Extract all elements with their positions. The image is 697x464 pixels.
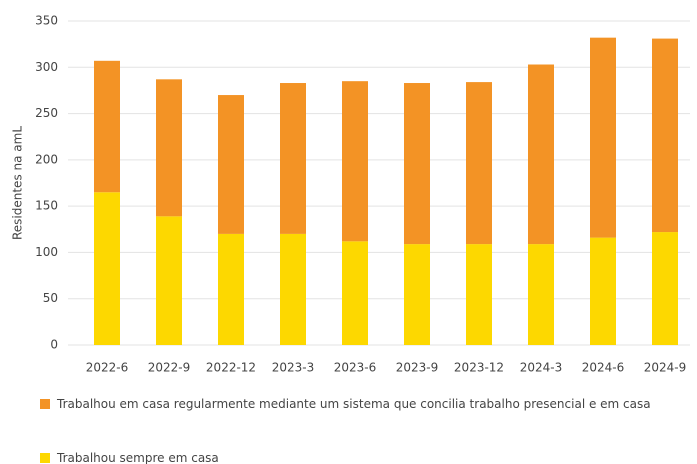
x-tick-label: 2024-6	[582, 361, 625, 375]
legend-swatch	[40, 453, 50, 463]
bar-segment	[404, 244, 430, 345]
y-tick-label: 350	[35, 14, 58, 28]
bar-segment	[280, 233, 306, 345]
legend-label: Trabalhou sempre em casa	[57, 451, 219, 464]
bar-segment	[652, 38, 678, 233]
x-tick-label: 2024-9	[644, 361, 687, 375]
x-tick-label: 2024-3	[520, 361, 563, 375]
legend-label: Trabalhou em casa regularmente mediante …	[57, 397, 651, 411]
x-tick-label: 2023-6	[334, 361, 377, 375]
y-tick-label: 150	[35, 199, 58, 213]
bar-segment	[156, 216, 182, 345]
bar-segment	[218, 95, 244, 234]
x-tick-label: 2022-6	[86, 361, 129, 375]
bar-segment	[280, 83, 306, 234]
legend-item: Trabalhou em casa regularmente mediante …	[40, 394, 690, 414]
bar-segment	[466, 82, 492, 245]
bar-segment	[590, 37, 616, 238]
bar-segment	[466, 244, 492, 345]
bar-segment	[590, 237, 616, 345]
bar-segment	[94, 192, 120, 345]
bar-segment	[94, 60, 120, 193]
y-tick-label: 300	[35, 60, 58, 74]
y-tick-label: 100	[35, 245, 58, 259]
x-tick-label: 2022-12	[206, 361, 256, 375]
chart: Residentes na amL 0 50 100 150 200 250 300 350 2…	[11, 14, 690, 375]
legend-item: Trabalhou sempre em casa	[40, 448, 690, 464]
y-tick-label: 200	[35, 152, 58, 166]
legend-swatch	[40, 399, 50, 409]
x-tick-label: 2023-9	[396, 361, 439, 375]
x-tick-label: 2022-9	[148, 361, 191, 375]
y-tick-label: 50	[43, 291, 58, 305]
x-tick-label: 2023-3	[272, 361, 315, 375]
x-tick-label: 2023-12	[454, 361, 504, 375]
bar-segment	[342, 241, 368, 345]
y-axis-label: Residentes na amL	[11, 126, 25, 240]
bar-segment	[342, 81, 368, 242]
y-tick-label: 250	[35, 106, 58, 120]
bar-segment	[528, 244, 554, 345]
bar-segment	[218, 233, 244, 345]
bar-segment	[404, 83, 430, 245]
bar-segment	[156, 79, 182, 217]
y-tick-label: 0	[50, 338, 58, 352]
bar-segment	[652, 232, 678, 345]
bar-segment	[528, 64, 554, 245]
